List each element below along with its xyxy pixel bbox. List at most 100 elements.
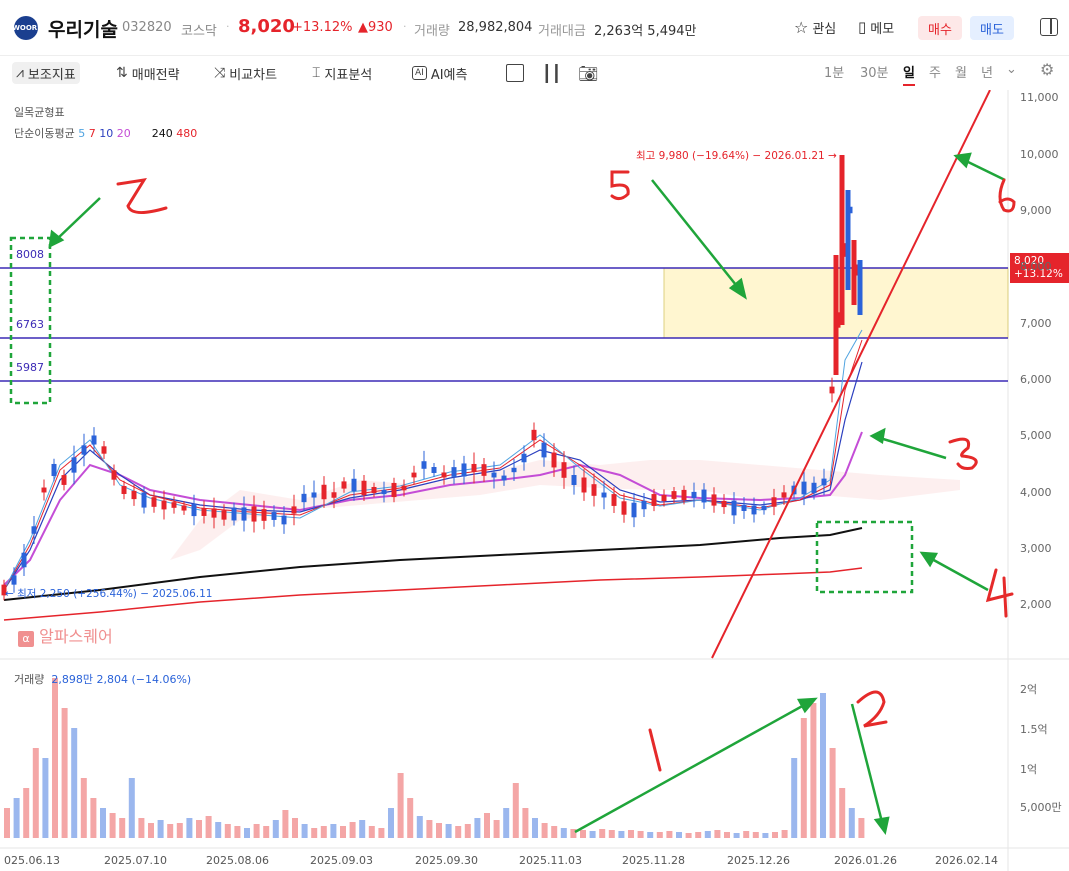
candle-body [601, 492, 607, 498]
change-amount: ▲930 [358, 20, 393, 35]
volume-bar [320, 826, 327, 838]
strategy-button[interactable]: ⇅ 매매전략 [116, 62, 180, 84]
candle-body [241, 507, 247, 521]
candle-body [41, 487, 47, 493]
candle-body [491, 472, 497, 478]
screenshot-button[interactable]: 📷︎ [578, 62, 598, 84]
candle-body [11, 575, 17, 585]
ma-label[interactable]: 단순이동평균 5 7 10 20 240 480 [14, 125, 197, 141]
price-chart[interactable] [0, 90, 1069, 871]
ma-480-line [3, 567, 863, 621]
candle-body [311, 492, 317, 498]
candle-body [711, 494, 717, 506]
volume-bar [445, 824, 452, 838]
volume-bar [205, 816, 212, 838]
period-week[interactable]: 주 [929, 66, 941, 81]
volume-bar [628, 830, 634, 838]
volume-panel-label: 거래량 2,898만 2,804 (−14.06%) [14, 671, 191, 687]
hline-label-6763: 6763 [16, 318, 44, 331]
candle-body [441, 472, 447, 478]
period-day[interactable]: 일 [903, 62, 915, 86]
volume-bar [474, 818, 481, 838]
volume-bar [368, 826, 375, 838]
compare-icon: ⤨ [214, 65, 226, 81]
analysis-button[interactable]: ⌶ 지표분석 [312, 62, 372, 84]
volume-bar [580, 830, 586, 838]
volume-info: 2,898만 2,804 (−14.06%) [51, 673, 192, 686]
stock-header: WOORI 우리기술 032820 코스닥 · 8,020 +13.12% ▲9… [0, 0, 1069, 56]
candle-type-button[interactable]: ┃┃ [542, 62, 561, 84]
trend-line [711, 90, 991, 659]
volume-bar [340, 826, 346, 838]
volume-bar [858, 818, 865, 838]
side-panel-icon[interactable] [1040, 18, 1058, 36]
candle-body [811, 482, 817, 494]
settings-gear-icon[interactable]: ⚙ [1040, 60, 1055, 79]
candle-body [781, 492, 787, 498]
low-annotation: ← 최저 2,250 (+256.44%) − 2025.06.11 [5, 588, 213, 600]
compare-button[interactable]: ⤨ 비교차트 [214, 62, 277, 84]
candle-body [141, 492, 147, 508]
period-30min[interactable]: 30분 [860, 66, 889, 81]
period-1min[interactable]: 1분 [824, 66, 845, 81]
date-tick-label: 025.06.13 [4, 854, 60, 867]
candle-body [751, 505, 757, 515]
indicators-button[interactable]: ⩘ 보조지표 [12, 62, 80, 84]
ai-forecast-button[interactable]: AI AI예측 [412, 62, 467, 84]
candle-body [181, 505, 187, 511]
volume-bar [13, 798, 20, 838]
candle-body [381, 489, 387, 495]
alpha-logo-icon: α [18, 631, 34, 647]
candle-body [511, 467, 517, 473]
candle-body [231, 507, 237, 521]
watch-button[interactable]: ☆ 관심 [794, 16, 836, 38]
ma-20-label: 20 [116, 127, 131, 140]
volume-bar [608, 830, 615, 838]
stock-name[interactable]: 우리기술 [48, 19, 118, 41]
volume-bar [100, 808, 106, 838]
watermark-text: 알파스퀘어 [39, 627, 113, 646]
memo-button[interactable]: ▯ 메모 [858, 16, 894, 38]
date-tick-label: 2025.11.28 [622, 854, 685, 867]
sell-button[interactable]: 매도 [970, 16, 1014, 40]
candle-body [61, 475, 67, 485]
candle-body [701, 489, 707, 503]
volume-bar [330, 824, 337, 838]
candle-body [431, 467, 437, 473]
candle-body [591, 484, 597, 496]
volume-bar [829, 748, 836, 838]
period-dropdown-chevron-icon[interactable]: ⌄ [1006, 62, 1017, 77]
volume-bar [551, 826, 558, 838]
candle-body [261, 509, 267, 521]
candle-body [51, 463, 57, 477]
volume-bar [138, 818, 145, 838]
candle-body [851, 240, 857, 305]
square-icon [506, 64, 524, 82]
layout-button[interactable] [506, 62, 524, 84]
volume-bar [416, 816, 423, 838]
period-month[interactable]: 월 [955, 66, 967, 81]
current-price-tag-value: 8,020 [1014, 255, 1045, 267]
candle-body [651, 494, 657, 506]
price-tick-label: 2,000 [1020, 598, 1052, 611]
volume-bar [388, 808, 394, 838]
volume-bar [522, 808, 529, 838]
ma-480-label: 480 [176, 127, 198, 140]
candle-body [721, 500, 727, 508]
period-year[interactable]: 년 [981, 66, 993, 81]
candle-body [171, 502, 177, 508]
candle-body [191, 503, 197, 517]
alphasquare-watermark: α 알파스퀘어 [18, 623, 113, 647]
volume-label: 거래량 [414, 24, 450, 39]
volume-bar [676, 832, 682, 838]
separator-dot: · [403, 20, 407, 33]
candle-body [331, 492, 337, 498]
ichimoku-label[interactable]: 일목균형표 [14, 106, 65, 119]
volume-bar [42, 758, 49, 838]
volume-bar [637, 831, 644, 838]
buy-button[interactable]: 매수 [918, 16, 962, 40]
candle-body [271, 512, 277, 520]
candle-body [81, 445, 87, 455]
strategy-icon: ⇅ [116, 65, 128, 81]
date-tick-label: 2026.01.26 [834, 854, 897, 867]
